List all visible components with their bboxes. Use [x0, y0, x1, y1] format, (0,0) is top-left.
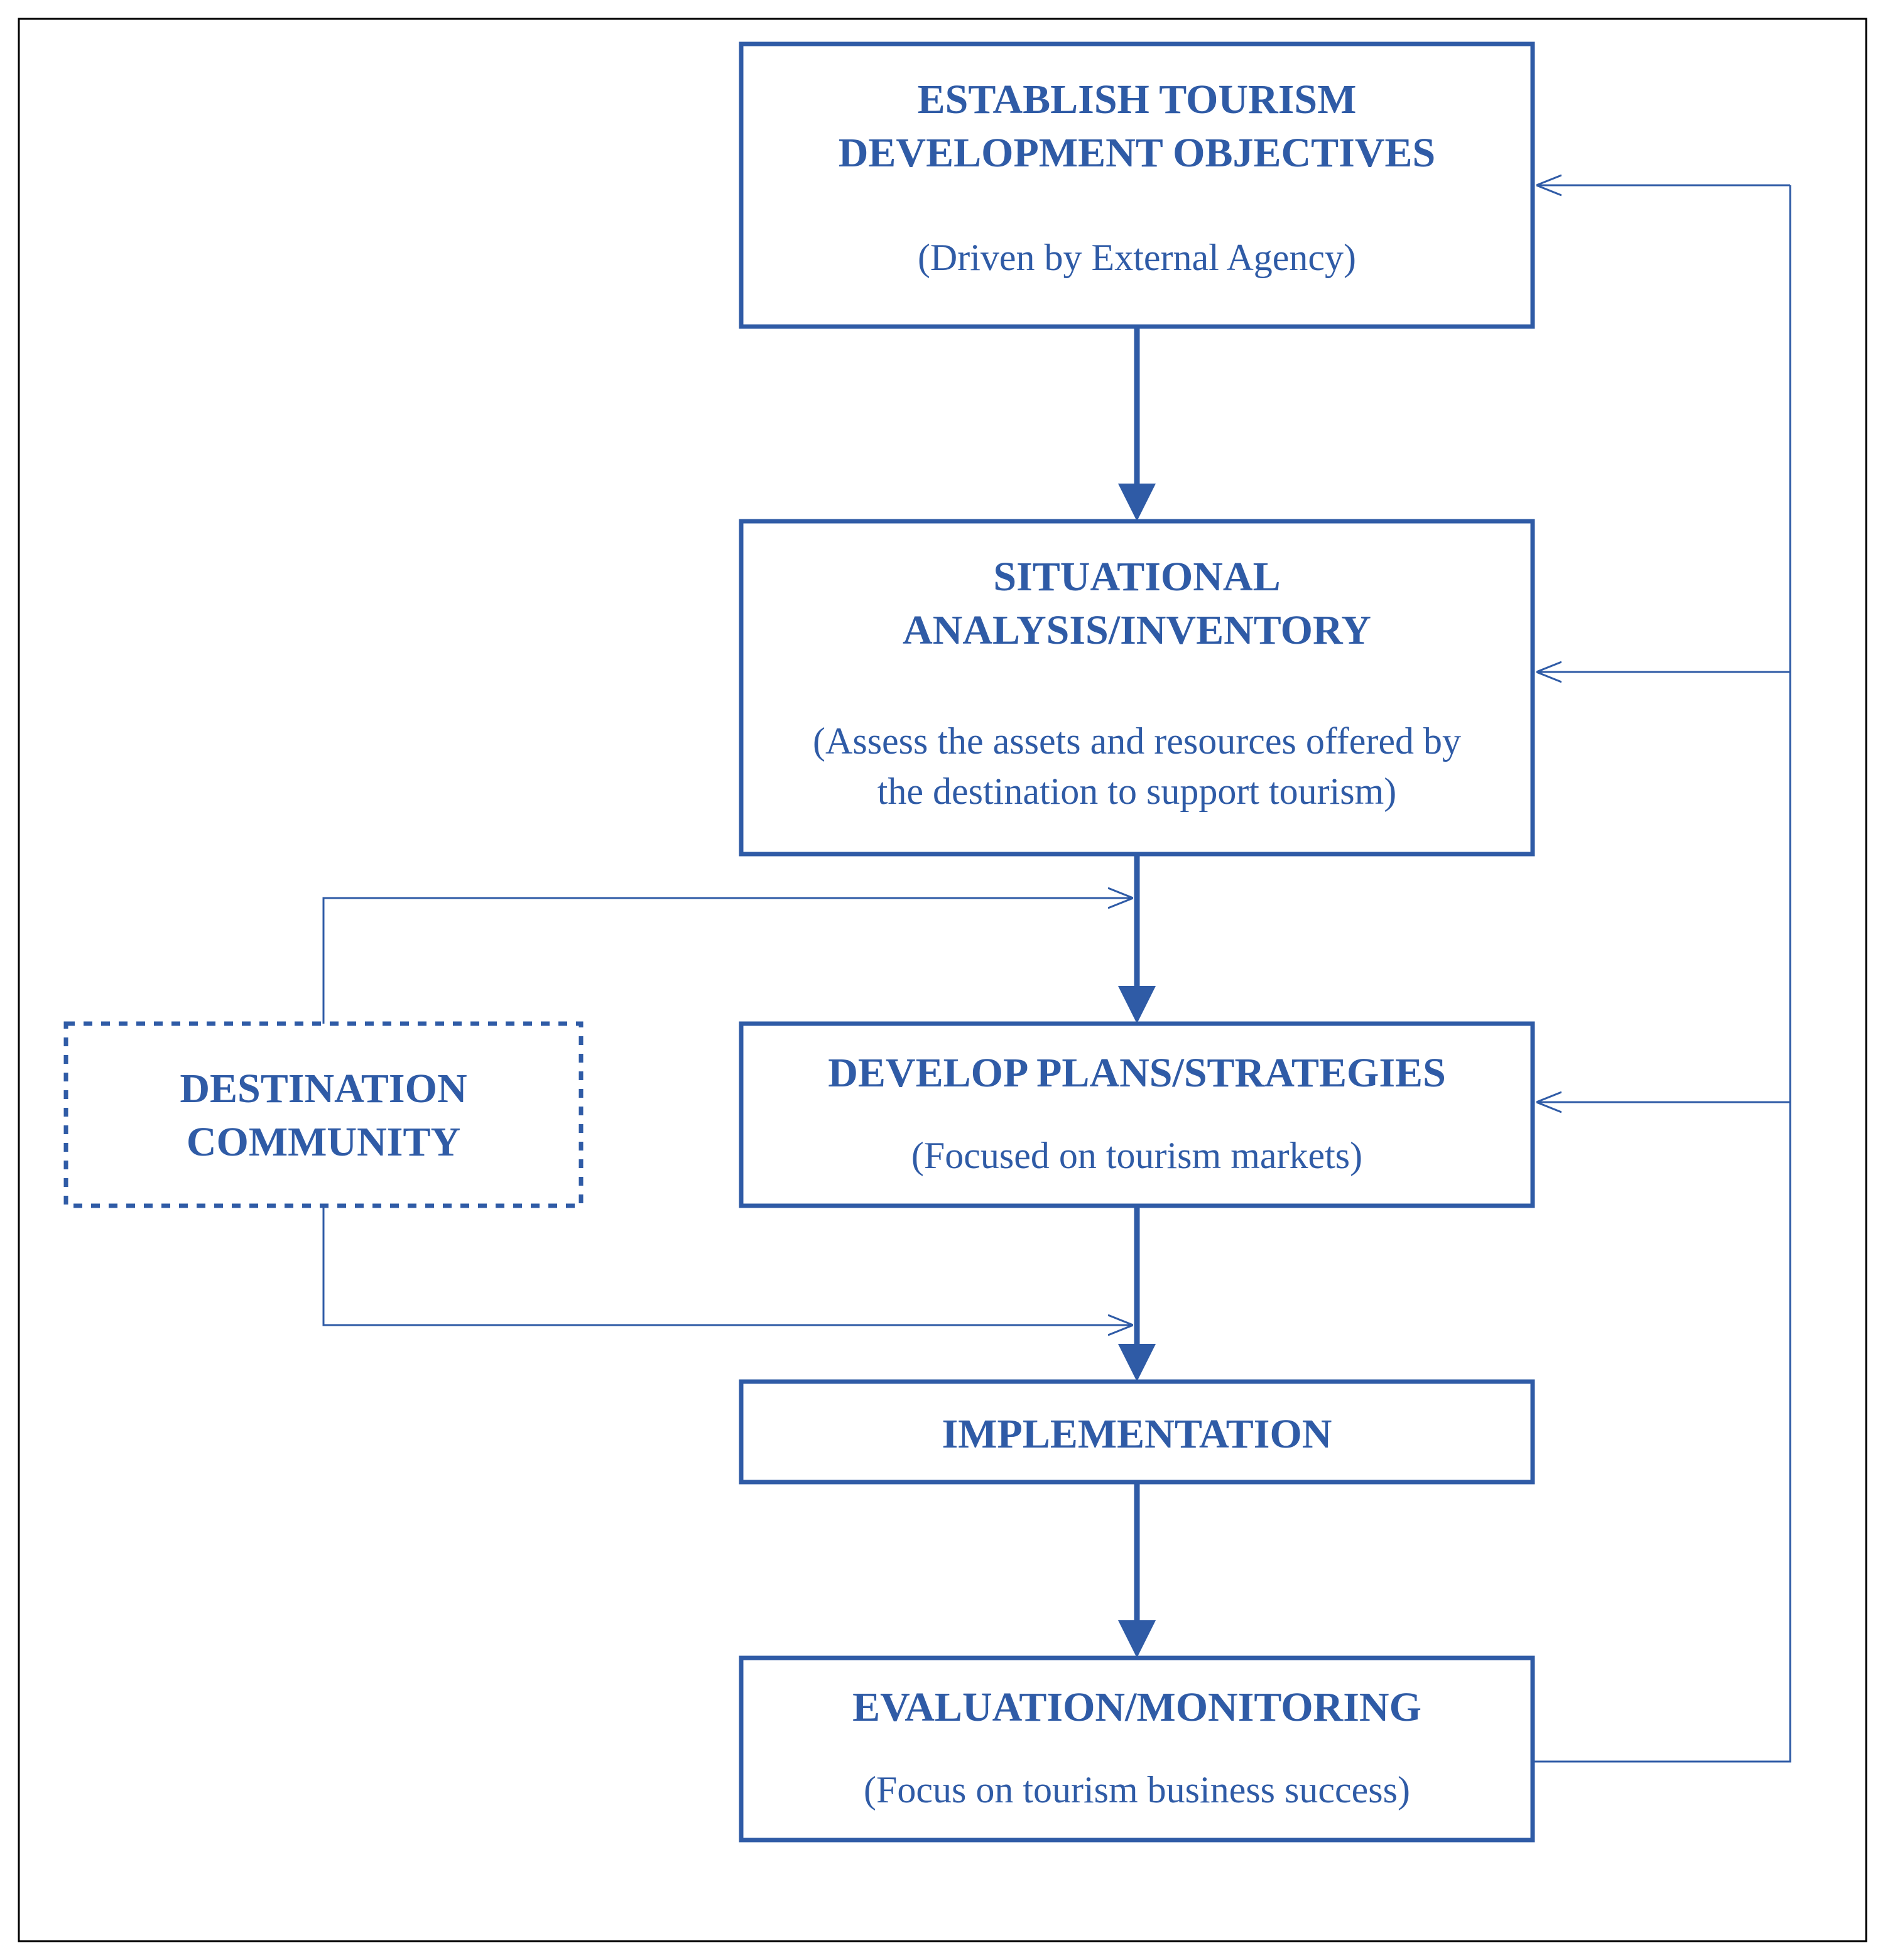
label-text: (Focus on tourism business success): [864, 1769, 1410, 1811]
label-text: (Assess the assets and resources offered…: [813, 720, 1461, 762]
label-text: COMMUNITY: [187, 1119, 460, 1165]
establish-title-2: DEVELOPMENT OBJECTIVES: [839, 130, 1436, 176]
feedback-trunk: [1533, 185, 1790, 1762]
label-text: DEVELOP PLANS/STRATEGIES: [828, 1050, 1446, 1096]
label-text: EVALUATION/MONITORING: [852, 1684, 1421, 1730]
label-text: the destination to support tourism): [877, 771, 1397, 812]
label-text: IMPLEMENTATION: [942, 1411, 1332, 1457]
label-text: (Focused on tourism markets): [911, 1135, 1362, 1176]
community-arrow-up: [323, 898, 1131, 1024]
community-arrow-down: [323, 1206, 1131, 1325]
label-text: DESTINATION: [180, 1066, 467, 1112]
label-text: ANALYSIS/INVENTORY: [903, 607, 1371, 653]
establish-title-1: ESTABLISH TOURISM: [918, 77, 1357, 122]
label-text: SITUATIONAL: [993, 554, 1280, 600]
node-box-5: [66, 1024, 581, 1206]
establish-subtitle: (Driven by External Agency): [918, 237, 1356, 278]
